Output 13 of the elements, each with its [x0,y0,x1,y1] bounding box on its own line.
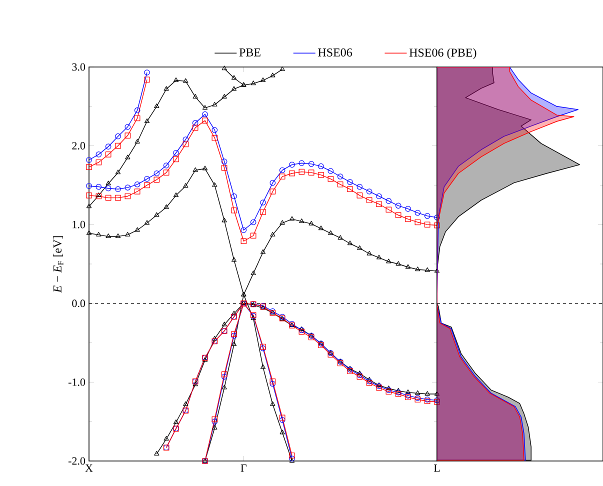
x-tick-label: Γ [240,464,246,472]
x-tick-label: X [85,464,93,472]
legend-label: PBE [239,48,260,56]
y-tick-label: -1.0 [68,378,86,386]
y-tick-label: 2.0 [72,142,86,150]
y-axis-title: E − E$_{F}$ [eV] [53,236,64,293]
x-tick-label: L [434,464,440,472]
y-tick-label: 1.0 [72,220,86,228]
y-tick-label: -2.0 [68,457,86,465]
y-tick-label: 0.0 [72,300,86,308]
y-tick-label: 3.0 [72,63,86,71]
legend-label: HSE06 [318,48,352,57]
legend-label: HSE06 (PBE) [409,48,476,60]
